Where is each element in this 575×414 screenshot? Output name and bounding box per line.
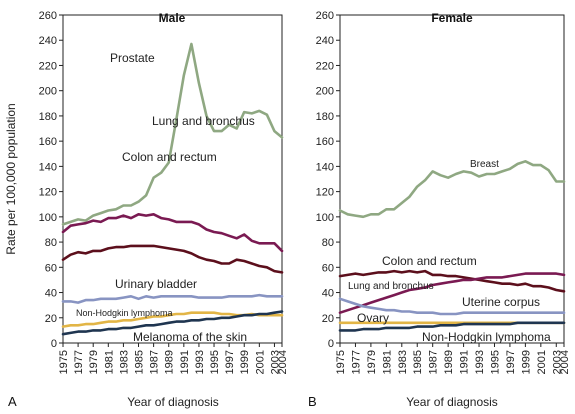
series-label-lung-and-bronchus: Lung and bronchus [152,114,255,128]
x-axis-label: Year of diagnosis [406,395,498,409]
series-line-prostate [61,42,284,226]
x-tick-label: 1977 [73,350,85,374]
x-tick-label: 1999 [239,350,251,374]
x-tick-label: 2004 [277,350,289,374]
series-label-urinary-bladder: Urinary bladder [115,277,197,291]
x-tick-label: 2003 [551,350,563,374]
y-tick-label: 60 [45,262,57,274]
x-tick-label: 1975 [58,350,70,374]
series-label-uterine-corpus: Uterine corpus [462,295,540,309]
series-label-lung-and-bronchus: Lung and bronchus [348,281,434,292]
y-axis-label: Rate per 100,000 population [4,103,18,254]
series-line-urinary-bladder [61,293,284,304]
y-tick-label: 100 [316,212,334,224]
x-tick-label: 1983 [118,350,130,374]
y-tick-label: 160 [316,136,334,148]
x-tick-label: 1997 [505,350,517,374]
series-label-prostate: Prostate [110,51,155,65]
y-tick-label: 240 [316,35,334,47]
x-tick-label: 1979 [88,350,100,374]
series-line-melanoma-of-the-skin [61,310,284,336]
series-line-uterine-corpus [338,297,566,316]
y-tick-label: 260 [316,10,334,22]
panel-title: Male [159,11,186,25]
y-tick-label: 100 [39,212,57,224]
y-tick-label: 200 [39,86,57,98]
series-label-non-hodgkin-lymphoma: Non-Hodgkin lymphoma [76,308,173,318]
x-tick-label: 1975 [335,350,347,374]
y-tick-label: 200 [316,86,334,98]
x-tick-label: 2001 [254,350,266,374]
series-label-colon-and-rectum: Colon and rectum [122,150,217,164]
series-label-breast: Breast [470,159,499,170]
x-tick-label: 1989 [443,350,455,374]
x-tick-label: 1999 [520,350,532,374]
x-tick-label: 2003 [269,350,281,374]
x-tick-label: 1985 [412,350,424,374]
plot-frame [339,14,565,344]
y-tick-label: 180 [39,111,57,123]
panel-title: Female [431,11,473,25]
x-axis-label: Year of diagnosis [127,395,219,409]
y-tick-label: 80 [322,237,334,249]
x-tick-label: 1981 [381,350,393,374]
y-tick-label: 260 [39,10,57,22]
x-tick-label: 2004 [559,350,571,374]
x-tick-label: 1991 [459,350,471,374]
x-tick-label: 1979 [366,350,378,374]
series-line-breast [338,160,566,219]
y-tick-label: 220 [39,60,57,72]
series-label-non-hodgkin-lymphoma: Non-Hodgkin lymphoma [422,330,551,344]
panel-letter: B [308,394,317,409]
x-tick-label: 1989 [164,350,176,374]
x-tick-label: 1997 [224,350,236,374]
y-tick-label: 20 [45,313,57,325]
series-label-melanoma-of-the-skin: Melanoma of the skin [133,330,247,344]
series-line-lung-and-bronchus [61,213,284,253]
x-tick-label: 1995 [489,350,501,374]
series-line-lung-and-bronchus [338,272,566,315]
chart-panel-male: 0 20 40 60 80 100 120 140 160 180 200 220 240 260 1975… [4,10,289,409]
x-tick-label: 1995 [209,350,221,374]
y-tick-label: 60 [322,262,334,274]
series-line-colon-and-rectum [61,244,284,274]
y-tick-label: 120 [39,187,57,199]
y-tick-label: 240 [39,35,57,47]
x-tick-label: 1993 [194,350,206,374]
y-tick-label: 20 [322,313,334,325]
y-tick-label: 180 [316,111,334,123]
y-tick-label: 0 [51,338,57,350]
y-tick-label: 160 [39,136,57,148]
y-tick-label: 80 [45,237,57,249]
x-tick-label: 1977 [350,350,362,374]
plot-frame [62,14,283,344]
x-tick-label: 1987 [149,350,161,374]
x-tick-label: 1981 [103,350,115,374]
x-tick-label: 1991 [179,350,191,374]
x-tick-label: 1987 [428,350,440,374]
y-tick-label: 40 [45,288,57,300]
panel-letter: A [8,394,17,409]
y-tick-label: 120 [316,187,334,199]
y-tick-label: 140 [316,161,334,173]
y-tick-label: 220 [316,60,334,72]
series-line-non-hodgkin-lymphoma [338,321,566,332]
x-tick-label: 1993 [474,350,486,374]
x-tick-label: 1983 [397,350,409,374]
y-tick-label: 140 [39,161,57,173]
series-label-ovary: Ovary [357,311,389,325]
series-label-colon-and-rectum: Colon and rectum [382,254,477,268]
chart-panel-female: 0 20 40 60 80 100 120 140 160 180 200 220 240 260 1975… [308,10,571,409]
x-tick-label: 1985 [134,350,146,374]
y-tick-label: 0 [328,338,334,350]
x-tick-label: 2001 [536,350,548,374]
y-tick-label: 40 [322,288,334,300]
series-line-colon-and-rectum [338,269,566,293]
